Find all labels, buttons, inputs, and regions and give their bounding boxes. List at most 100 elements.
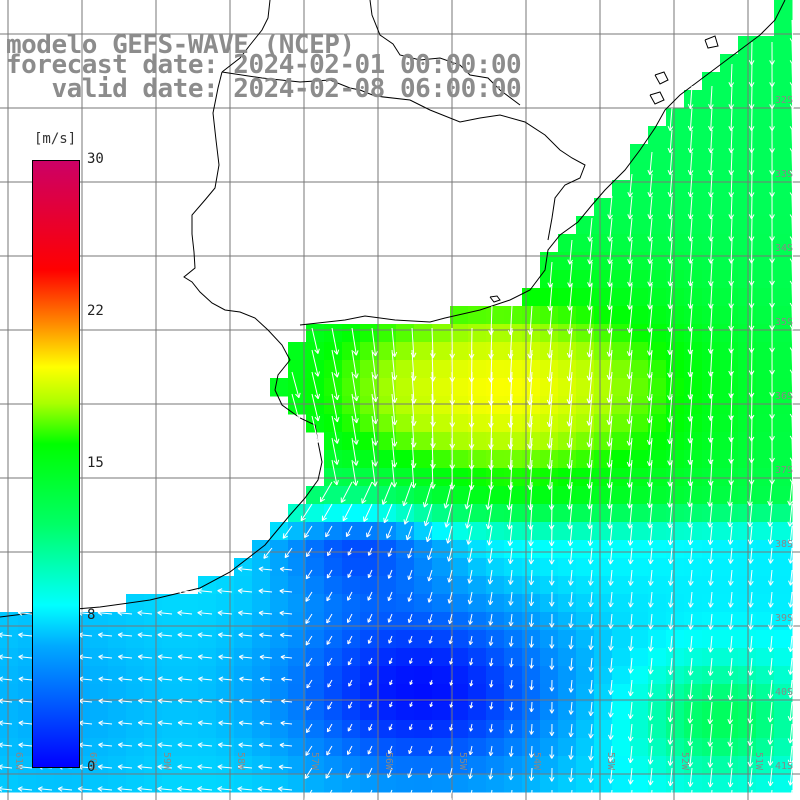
wind-arrowhead bbox=[689, 694, 694, 700]
wind-arrowhead bbox=[530, 622, 535, 627]
wind-arrow bbox=[690, 789, 693, 800]
wind-arrowhead bbox=[626, 419, 630, 425]
wind-arrowhead bbox=[488, 464, 492, 470]
wind-arrowhead bbox=[649, 780, 654, 786]
field-cell bbox=[450, 540, 469, 559]
field-cell bbox=[666, 270, 685, 289]
wind-arrowhead bbox=[322, 517, 327, 522]
wind-arrow bbox=[448, 569, 453, 583]
wind-arrowhead bbox=[668, 580, 671, 586]
wind-arrowhead bbox=[413, 352, 417, 358]
wind-arrowhead bbox=[98, 654, 104, 658]
field-cell bbox=[468, 756, 487, 775]
wind-arrowhead bbox=[469, 704, 472, 709]
wind-arrowhead bbox=[277, 788, 283, 792]
wind-arrow bbox=[465, 481, 473, 510]
wind-arrow bbox=[157, 766, 173, 769]
wind-arrowhead bbox=[530, 559, 535, 565]
wind-arrowhead bbox=[710, 148, 714, 153]
field-cell bbox=[540, 378, 559, 397]
wind-arrow bbox=[371, 327, 377, 357]
wind-arrowhead bbox=[629, 736, 634, 742]
field-cell bbox=[306, 540, 325, 559]
field-cell bbox=[594, 684, 613, 703]
wind-arrowhead bbox=[609, 282, 613, 288]
field-cell bbox=[144, 630, 163, 649]
field-cell bbox=[576, 738, 595, 757]
wind-arrow bbox=[448, 547, 453, 562]
colorbar-tick-8: 8 bbox=[87, 607, 96, 623]
wind-arrow bbox=[769, 635, 773, 652]
wind-arrow bbox=[469, 635, 473, 645]
field-cell bbox=[342, 630, 361, 649]
field-cell bbox=[216, 612, 235, 631]
wind-arrowhead bbox=[669, 236, 674, 242]
wind-arrowhead bbox=[447, 774, 450, 779]
field-cell bbox=[558, 576, 577, 595]
wind-arrowhead bbox=[432, 399, 436, 405]
field-cell bbox=[396, 342, 415, 361]
wind-arrowhead bbox=[18, 698, 24, 702]
wind-arrowhead bbox=[708, 192, 712, 198]
field-cell bbox=[396, 666, 415, 685]
wind-arrow bbox=[366, 789, 373, 800]
wind-arrowhead bbox=[432, 421, 436, 427]
field-cell bbox=[648, 468, 667, 487]
field-cell bbox=[18, 702, 37, 721]
wind-arrowhead bbox=[767, 539, 771, 545]
field-cell bbox=[306, 576, 325, 595]
field-cell bbox=[504, 324, 523, 343]
field-cell bbox=[720, 90, 739, 109]
field-cell bbox=[558, 450, 577, 469]
wind-arrowhead bbox=[238, 610, 243, 614]
field-cell bbox=[594, 630, 613, 649]
field-cell bbox=[648, 684, 667, 703]
wind-arrowhead bbox=[728, 325, 732, 331]
border-line bbox=[221, 71, 586, 241]
wind-arrow bbox=[347, 591, 353, 601]
wind-arrowhead bbox=[314, 394, 319, 400]
field-cell bbox=[486, 342, 505, 361]
wind-arrow bbox=[388, 569, 393, 579]
wind-arrow bbox=[789, 481, 793, 506]
wind-arrow bbox=[769, 767, 773, 787]
wind-arrowhead bbox=[727, 647, 731, 653]
wind-arrowhead bbox=[178, 698, 183, 702]
field-cell bbox=[468, 594, 487, 613]
wind-arrow bbox=[38, 788, 53, 791]
wind-arrowhead bbox=[217, 764, 223, 768]
wind-arrow bbox=[689, 437, 693, 465]
wind-arrowhead bbox=[787, 738, 791, 744]
field-cell bbox=[540, 774, 559, 793]
field-cell bbox=[558, 288, 577, 307]
field-cell bbox=[684, 216, 703, 235]
wind-arrow bbox=[709, 481, 713, 507]
wind-arrowhead bbox=[198, 698, 203, 702]
wind-arrowhead bbox=[667, 258, 671, 264]
field-cell bbox=[720, 252, 739, 271]
wind-arrowhead bbox=[709, 719, 714, 725]
wind-arrow bbox=[239, 656, 253, 659]
wind-arrowhead bbox=[789, 780, 794, 786]
field-cell bbox=[306, 396, 325, 415]
wind-arrow bbox=[78, 700, 93, 703]
field-cell bbox=[666, 216, 685, 235]
wind-arrowhead bbox=[546, 464, 550, 470]
wind-arrow bbox=[608, 459, 613, 489]
wind-arrow bbox=[529, 327, 533, 359]
wind-arrow bbox=[408, 745, 413, 754]
wind-arrowhead bbox=[0, 722, 3, 726]
wind-arrowhead bbox=[769, 539, 774, 545]
wind-arrowhead bbox=[689, 741, 694, 746]
wind-arrowhead bbox=[588, 711, 592, 717]
wind-arrowhead bbox=[428, 556, 432, 561]
field-cell bbox=[342, 648, 361, 667]
wind-arrowhead bbox=[670, 647, 674, 652]
field-cell bbox=[612, 468, 631, 487]
field-cell bbox=[594, 720, 613, 739]
wind-arrowhead bbox=[0, 789, 3, 792]
wind-arrow bbox=[411, 349, 415, 381]
wind-arrow bbox=[588, 283, 593, 311]
wind-arrowhead bbox=[317, 393, 321, 399]
field-cell bbox=[252, 774, 271, 793]
